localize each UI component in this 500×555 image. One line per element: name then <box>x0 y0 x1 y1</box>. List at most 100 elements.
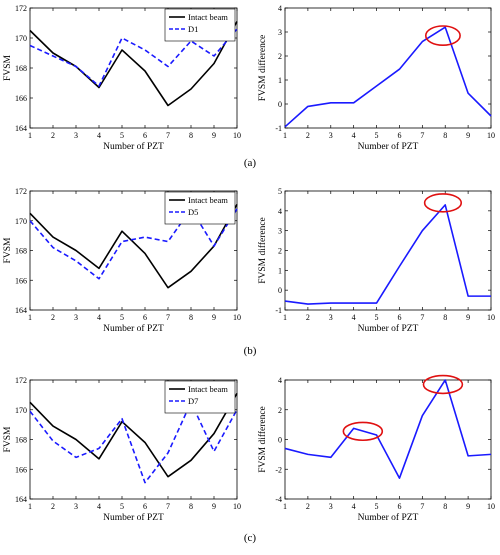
panel0-left-xtick-label: 6 <box>143 131 147 140</box>
panel-label-b: (b) <box>243 345 257 357</box>
panel0-left-xtick-label: 7 <box>166 131 170 140</box>
panel2-left-legend-label-1: D7 <box>188 396 198 406</box>
panel0-right-xtick-label: 1 <box>283 131 287 140</box>
panel0-right-ytick-label: 2 <box>278 52 282 61</box>
panel2-left-xtick-label: 8 <box>189 502 193 511</box>
panel0-right-ylabel: FVSM difference <box>257 35 268 102</box>
panel1-right-xtick-label: 1 <box>283 313 287 322</box>
panel1-left-legend: Intact beam D5 <box>164 191 236 225</box>
panel0-left-xtick-label: 8 <box>189 131 193 140</box>
panel2-right-xtick-label: 10 <box>487 502 495 511</box>
panel1-right-ytick-label: -1 <box>275 306 282 315</box>
panel1-right-frame <box>284 190 492 311</box>
panel1-left-xtick-label: 2 <box>51 313 55 322</box>
panel2-left-legend-box <box>164 380 236 414</box>
panel0-right-xtick-label: 9 <box>466 131 470 140</box>
panel1-right-ytick-label: 5 <box>278 187 282 196</box>
panel1-left-series-line-0 <box>29 204 238 289</box>
panel0-left-ytick-label: 170 <box>15 34 27 43</box>
panel1-right-xtick-label: 8 <box>443 313 447 322</box>
panel2-right-ytick-label: 2 <box>278 406 282 415</box>
panel2-right-ytick-label: -4 <box>275 495 282 504</box>
panel0-right-ytick-label: 0 <box>278 100 282 109</box>
panel2-right-xtick-label: 8 <box>443 502 447 511</box>
panel1-left-ytick-label: 166 <box>15 276 27 285</box>
panel2-right-frame <box>284 379 492 500</box>
panel1-left-legend-label-0: Intact beam <box>188 195 228 205</box>
panel1-right-ytick-label: 1 <box>278 266 282 275</box>
panel1-left-ytick-label: 170 <box>15 217 27 226</box>
panel0-right-ytick-label: 3 <box>278 28 282 37</box>
panel0-right-xtick-label: 8 <box>443 131 447 140</box>
panel1-left-ytick-label: 168 <box>15 247 27 256</box>
panel0-right-ytick-label: 1 <box>278 76 282 85</box>
panel1-right-xtick-label: 9 <box>466 313 470 322</box>
panel2-left-xtick-label: 7 <box>166 502 170 511</box>
panel0-left-chart: 1 2 3 4 5 6 7 8 9 10 164 166 168 170 172 Number of PZT F… <box>3 4 241 152</box>
panel0-left-xtick-label: 1 <box>28 131 32 140</box>
panel0-right-xtick-label: 3 <box>329 131 333 140</box>
panel1-right-ylabel: FVSM difference <box>257 217 268 284</box>
panel0-left-legend-label-1: D1 <box>188 24 198 34</box>
panel0-right-xtick-label: 10 <box>487 131 495 140</box>
panel2-right-xtick-label: 9 <box>466 502 470 511</box>
panel2-left-ytick-label: 168 <box>15 436 27 445</box>
panel2-right-series-line-0 <box>284 379 492 479</box>
panel0-left-series-line-1 <box>29 28 238 87</box>
panel1-left-series-line-1 <box>29 208 238 280</box>
panel2-left-ytick-label: 166 <box>15 465 27 474</box>
panel0-left-legend-label-0: Intact beam <box>188 12 228 22</box>
panel2-left-ytick-label: 164 <box>15 495 27 504</box>
panel2-right-highlight-ellipse-1 <box>422 374 464 395</box>
panel1-right-ytick-label: 4 <box>278 207 282 216</box>
panel1-left-xlabel: Number of PZT <box>103 323 164 334</box>
panel2-right-xtick-label: 4 <box>352 502 356 511</box>
panel0-right-highlight-ellipse-0 <box>424 25 461 46</box>
panel2-left-ylabel: FVSM <box>3 426 13 452</box>
panel0-left-ytick-label: 172 <box>15 4 27 13</box>
panel0-right-frame <box>284 7 492 129</box>
panel0-left-xtick-label: 10 <box>233 131 241 140</box>
panel0-left-legend: Intact beam D1 <box>164 8 236 42</box>
panel0-right-ytick-label: -1 <box>275 124 282 133</box>
panel0-left-ytick-label: 166 <box>15 94 27 103</box>
panel2-left-series-line-1 <box>29 401 238 484</box>
panel1-left-xtick-label: 3 <box>74 313 78 322</box>
panel2-right-ytick-label: -2 <box>275 465 282 474</box>
panel0-right-xtick-label: 6 <box>397 131 401 140</box>
panel0-left-ytick-label: 168 <box>15 64 27 73</box>
panel0-right-xtick-label: 7 <box>420 131 424 140</box>
panel0-right-xtick-label: 5 <box>375 131 379 140</box>
panel0-right-series-line-0 <box>284 26 492 128</box>
panel1-right-xtick-label: 7 <box>420 313 424 322</box>
panel1-left-chart: 1 2 3 4 5 6 7 8 9 10 164 166 168 170 172 Number of PZT F… <box>3 187 241 334</box>
panel0-left-xlabel: Number of PZT <box>103 141 164 152</box>
panel1-right-xtick-label: 10 <box>487 313 495 322</box>
panel1-right-xlabel: Number of PZT <box>358 323 419 334</box>
panel2-left-chart: 1 2 3 4 5 6 7 8 9 10 164 166 168 170 172 Number of PZT F… <box>3 376 241 523</box>
panel2-left-xtick-label: 4 <box>97 502 101 511</box>
panel2-left-xtick-label: 6 <box>143 502 147 511</box>
panel2-left-xlabel: Number of PZT <box>103 512 164 523</box>
panel-label-a: (a) <box>243 157 257 169</box>
panel0-left-xtick-label: 2 <box>51 131 55 140</box>
panel1-right-xtick-label: 2 <box>306 313 310 322</box>
panel0-left-xtick-label: 3 <box>74 131 78 140</box>
panel2-right-xtick-label: 1 <box>283 502 287 511</box>
panel2-right-ylabel: FVSM difference <box>257 406 268 473</box>
panel1-left-legend-label-1: D5 <box>188 207 198 217</box>
panel1-left-xtick-label: 6 <box>143 313 147 322</box>
panel2-right-xtick-label: 2 <box>306 502 310 511</box>
panel1-right-ytick-label: 0 <box>278 286 282 295</box>
panel1-left-xtick-label: 10 <box>233 313 241 322</box>
panel0-right-xtick-label: 4 <box>352 131 356 140</box>
panel0-right-ytick-label: 4 <box>278 4 282 13</box>
panel0-left-xtick-label: 5 <box>120 131 124 140</box>
panel1-left-xtick-label: 7 <box>166 313 170 322</box>
panel1-right-xtick-label: 4 <box>352 313 356 322</box>
panel0-left-ytick-label: 164 <box>15 124 27 133</box>
